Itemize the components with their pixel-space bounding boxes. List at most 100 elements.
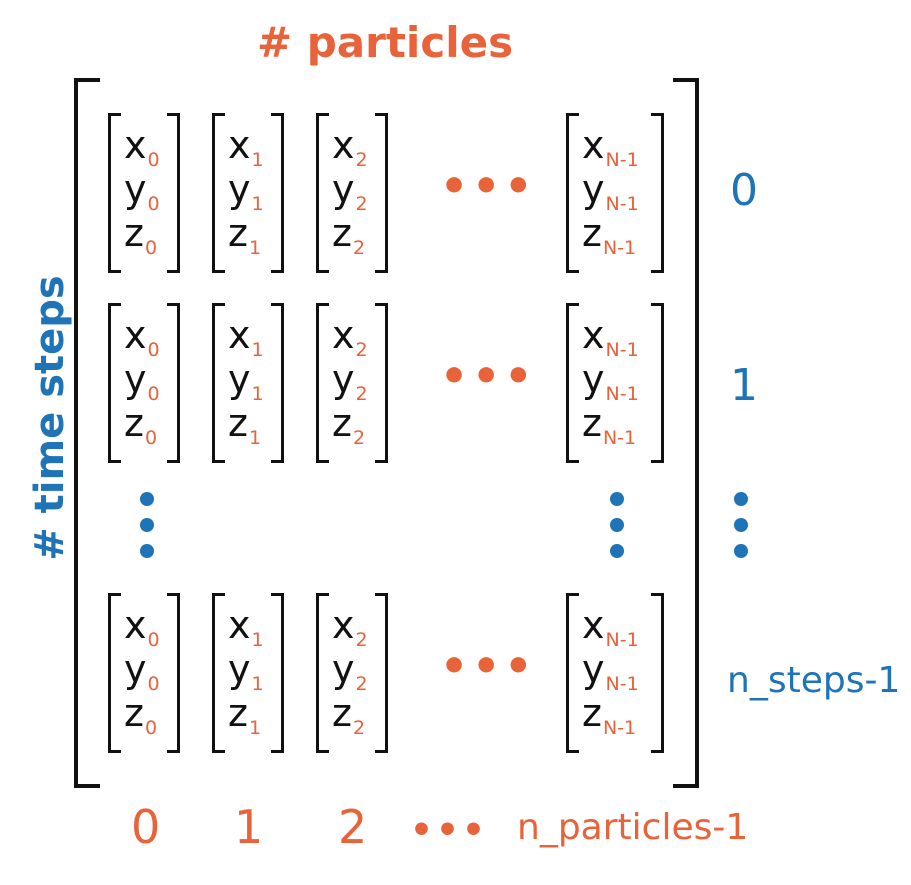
particles-axis-title: # particles bbox=[256, 18, 514, 67]
component-symbol: x bbox=[124, 313, 147, 357]
position-vector: x2 y2 z2 bbox=[316, 113, 388, 273]
particle-index-subscript: 1 bbox=[251, 383, 264, 405]
vector-entry-x: x2 bbox=[332, 123, 368, 171]
component-symbol: y bbox=[228, 647, 251, 691]
vector-entry-x: x1 bbox=[228, 123, 264, 171]
vector-right-bracket bbox=[375, 113, 388, 273]
particle-index-subscript: 1 bbox=[251, 629, 264, 651]
particle-index-subscript: 1 bbox=[248, 717, 262, 739]
vector-entry-x: x2 bbox=[332, 603, 368, 651]
particle-index-subscript: 1 bbox=[248, 237, 262, 259]
component-symbol: y bbox=[124, 357, 147, 401]
vector-left-bracket bbox=[108, 303, 121, 463]
ellipsis-dot bbox=[140, 518, 154, 532]
particle-index-subscript: N-1 bbox=[605, 673, 639, 695]
vector-entry-z: z1 bbox=[228, 211, 261, 259]
vector-entry-y: yN-1 bbox=[582, 357, 639, 405]
vector-entry-y: y1 bbox=[228, 167, 264, 215]
vector-entry-y: yN-1 bbox=[582, 647, 639, 695]
vector-entry-z: zN-1 bbox=[582, 691, 636, 739]
position-vector: xN-1 yN-1 zN-1 bbox=[566, 593, 664, 753]
particle-index-subscript: 2 bbox=[352, 717, 366, 739]
vector-left-bracket bbox=[108, 113, 121, 273]
particle-index-subscript: 0 bbox=[147, 673, 160, 695]
vector-left-bracket bbox=[212, 113, 225, 273]
position-vector: xN-1 yN-1 zN-1 bbox=[566, 303, 664, 463]
particle-index-subscript: 1 bbox=[251, 149, 264, 171]
vector-right-bracket bbox=[375, 593, 388, 753]
component-symbol: y bbox=[582, 167, 605, 211]
vector-entry-x: xN-1 bbox=[582, 123, 639, 171]
vector-entry-z: z1 bbox=[228, 691, 261, 739]
component-symbol: x bbox=[332, 603, 355, 647]
component-symbol: y bbox=[582, 647, 605, 691]
component-symbol: x bbox=[582, 123, 605, 167]
component-symbol: z bbox=[582, 211, 602, 255]
particle-index-label: 0 bbox=[131, 800, 161, 854]
vector-right-bracket bbox=[167, 593, 180, 753]
particle-index-subscript: 2 bbox=[355, 383, 368, 405]
particle-index-subscript: 0 bbox=[147, 193, 160, 215]
vector-entry-y: y2 bbox=[332, 357, 368, 405]
component-symbol: x bbox=[332, 313, 355, 357]
component-symbol: x bbox=[124, 603, 147, 647]
component-symbol: x bbox=[582, 313, 605, 357]
particle-index-label: n_particles-1 bbox=[517, 807, 749, 848]
horizontal-ellipsis: ••• bbox=[440, 351, 537, 402]
particle-index-subscript: 2 bbox=[352, 427, 366, 449]
particle-index-subscript: 0 bbox=[144, 717, 158, 739]
component-symbol: x bbox=[228, 603, 251, 647]
particle-index-subscript: 0 bbox=[147, 339, 160, 361]
vector-left-bracket bbox=[316, 593, 329, 753]
column-label-ellipsis: ••• bbox=[410, 810, 489, 851]
particle-index-label: 1 bbox=[234, 800, 264, 854]
vector-left-bracket bbox=[212, 593, 225, 753]
vector-entry-x: x1 bbox=[228, 313, 264, 361]
component-symbol: z bbox=[124, 401, 144, 445]
component-symbol: z bbox=[228, 211, 248, 255]
particle-index-subscript: 0 bbox=[147, 383, 160, 405]
component-symbol: z bbox=[124, 211, 144, 255]
component-symbol: z bbox=[228, 691, 248, 735]
particle-index-subscript: 2 bbox=[352, 237, 366, 259]
ellipsis-dot bbox=[140, 492, 154, 506]
position-vector: x1 y1 z1 bbox=[212, 113, 284, 273]
particle-index-subscript: N-1 bbox=[602, 237, 637, 259]
component-symbol: y bbox=[332, 647, 355, 691]
component-symbol: z bbox=[332, 401, 352, 445]
vector-left-bracket bbox=[566, 593, 579, 753]
component-symbol: y bbox=[124, 167, 147, 211]
vector-entry-z: z1 bbox=[228, 401, 261, 449]
particle-index-subscript: N-1 bbox=[605, 629, 639, 651]
position-vector: x1 y1 z1 bbox=[212, 593, 284, 753]
time-steps-axis-title: # time steps bbox=[27, 275, 73, 561]
particle-index-subscript: 2 bbox=[355, 193, 368, 215]
vector-right-bracket bbox=[167, 113, 180, 273]
vector-entry-z: zN-1 bbox=[582, 211, 636, 259]
particle-index-subscript: 1 bbox=[251, 673, 264, 695]
vector-entry-x: x0 bbox=[124, 313, 160, 361]
vector-entry-y: y1 bbox=[228, 357, 264, 405]
component-symbol: y bbox=[228, 357, 251, 401]
component-symbol: z bbox=[332, 211, 352, 255]
vector-left-bracket bbox=[316, 113, 329, 273]
vector-entry-z: z0 bbox=[124, 211, 157, 259]
component-symbol: x bbox=[332, 123, 355, 167]
component-symbol: x bbox=[228, 123, 251, 167]
position-vector: x0 y0 z0 bbox=[108, 593, 180, 753]
time-step-label: 1 bbox=[730, 360, 758, 411]
component-symbol: x bbox=[228, 313, 251, 357]
particle-index-subscript: N-1 bbox=[605, 339, 639, 361]
vector-entry-x: x2 bbox=[332, 313, 368, 361]
horizontal-ellipsis: ••• bbox=[440, 641, 537, 692]
particle-index-subscript: 0 bbox=[144, 427, 158, 449]
vector-left-bracket bbox=[212, 303, 225, 463]
component-symbol: y bbox=[228, 167, 251, 211]
position-vector: x2 y2 z2 bbox=[316, 303, 388, 463]
component-symbol: x bbox=[582, 603, 605, 647]
component-symbol: y bbox=[332, 167, 355, 211]
position-vector: x0 y0 z0 bbox=[108, 303, 180, 463]
particle-index-subscript: 0 bbox=[147, 629, 160, 651]
vector-right-bracket bbox=[271, 593, 284, 753]
